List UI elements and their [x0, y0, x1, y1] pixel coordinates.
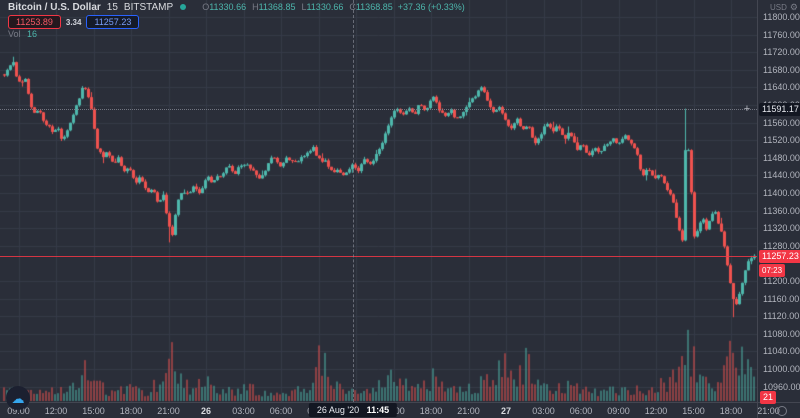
axis-corner [757, 402, 800, 418]
trade-panel: 11253.89 3.34 11257.23 [8, 15, 140, 29]
last-price-label: 11257.23 [759, 250, 800, 263]
interval-label[interactable]: 15 [106, 2, 118, 13]
spread-value: 3.34 [65, 17, 82, 27]
volume-value: 16 [27, 29, 38, 39]
price-tick-label: 11640.00 [763, 82, 800, 92]
time-tick-label: 06:00 [569, 406, 593, 416]
price-tick-label: 11040.00 [763, 346, 800, 356]
clock-icon[interactable] [777, 406, 787, 416]
close-value: 11368.85 [355, 2, 393, 12]
gear-icon[interactable]: ⚙ [789, 2, 798, 12]
exchange-label[interactable]: BITSTAMP [123, 2, 174, 13]
symbol-title[interactable]: Bitcoin / U.S. Dollar [8, 2, 101, 13]
price-tick-label: 11000.00 [763, 364, 800, 374]
time-tick-label: 18:00 [119, 406, 143, 416]
price-tick-label: 11280.00 [763, 241, 800, 251]
chart-legend: Bitcoin / U.S. Dollar 15 BITSTAMP O11330.66… [8, 2, 465, 13]
crosshair-date-label: 26 Aug '20 11:45 [308, 403, 398, 417]
time-tick-label: 09:00 [607, 406, 630, 416]
time-tick-label: 21:00 [157, 406, 180, 416]
price-tick-label: 11680.00 [763, 65, 800, 75]
time-tick-label: 12:00 [44, 406, 68, 416]
candlestick-chart-canvas[interactable] [0, 0, 757, 402]
crosshair-date: 26 Aug '20 [316, 405, 360, 415]
crosshair-plus-handle-icon[interactable]: + [743, 103, 751, 115]
high-value: 11368.85 [258, 2, 296, 12]
price-axis-header: USD ⚙ [770, 2, 798, 13]
last-price-line [0, 256, 757, 257]
time-day-label: 26 [200, 406, 212, 416]
low-label: L [301, 2, 307, 12]
crosshair-vertical-line [353, 0, 354, 402]
close-label: C [349, 2, 356, 12]
price-tick-label: 11400.00 [763, 188, 800, 198]
buy-button[interactable]: 11257.23 [86, 15, 140, 29]
price-tick-label: 11120.00 [763, 311, 800, 321]
time-tick-label: 09:00 [7, 406, 30, 416]
time-tick-label: 03:00 [232, 406, 255, 416]
time-tick-label: 18:00 [719, 406, 743, 416]
open-value: 11330.66 [209, 2, 247, 12]
time-tick-label: 18:00 [419, 406, 443, 416]
crosshair-time: 11:45 [366, 405, 390, 415]
price-tick-label: 11360.00 [763, 206, 800, 216]
price-axis[interactable]: USD ⚙ 11591.17 11257.23 07:23 21 11800.0… [757, 0, 800, 404]
price-tick-label: 11760.00 [763, 30, 800, 40]
price-tick-label: 11080.00 [763, 329, 800, 339]
time-tick-label: 03:00 [532, 406, 555, 416]
time-tick-label: 15:00 [82, 406, 105, 416]
low-value: 11330.66 [306, 2, 344, 12]
price-tick-label: 11480.00 [763, 153, 800, 163]
price-tick-label: 11160.00 [763, 294, 800, 304]
time-tick-label: 06:00 [269, 406, 293, 416]
price-tick-label: 11200.00 [763, 276, 800, 286]
price-tick-label: 11440.00 [763, 170, 800, 180]
price-tick-label: 10960.00 [763, 382, 800, 392]
price-tick-label: 11720.00 [763, 47, 800, 57]
price-tick-label: 11800.00 [763, 12, 800, 22]
chart-pane[interactable]: + [0, 0, 757, 402]
high-label: H [252, 2, 259, 12]
sell-button[interactable]: 11253.89 [8, 15, 61, 29]
cloud-icon: ☁ [11, 390, 25, 406]
time-tick-label: 21:00 [457, 406, 480, 416]
time-tick-label: 12:00 [644, 406, 668, 416]
time-tick-label: 21:00 [757, 406, 780, 416]
open-label: O [202, 2, 210, 12]
market-status-icon [180, 4, 187, 11]
price-tick-label: 11520.00 [763, 135, 800, 145]
price-tick-label: 11320.00 [763, 223, 800, 233]
volume-indicator-legend: Vol 16 [8, 29, 37, 39]
currency-label[interactable]: USD [770, 3, 787, 12]
change-value: +37.36 (+0.33%) [397, 2, 465, 12]
time-tick-label: 15:00 [682, 406, 705, 416]
cloud-save-button[interactable]: ☁ [6, 386, 30, 410]
bar-countdown-label: 07:23 [759, 264, 786, 277]
time-day-label: 27 [500, 406, 512, 416]
crosshair-price-label: 11591.17 [759, 103, 800, 116]
crosshair-horizontal-line [0, 109, 757, 110]
price-tick-label: 11560.00 [763, 118, 800, 128]
volume-label[interactable]: Vol [8, 29, 21, 39]
volume-axis-value-label: 21 [760, 391, 777, 404]
